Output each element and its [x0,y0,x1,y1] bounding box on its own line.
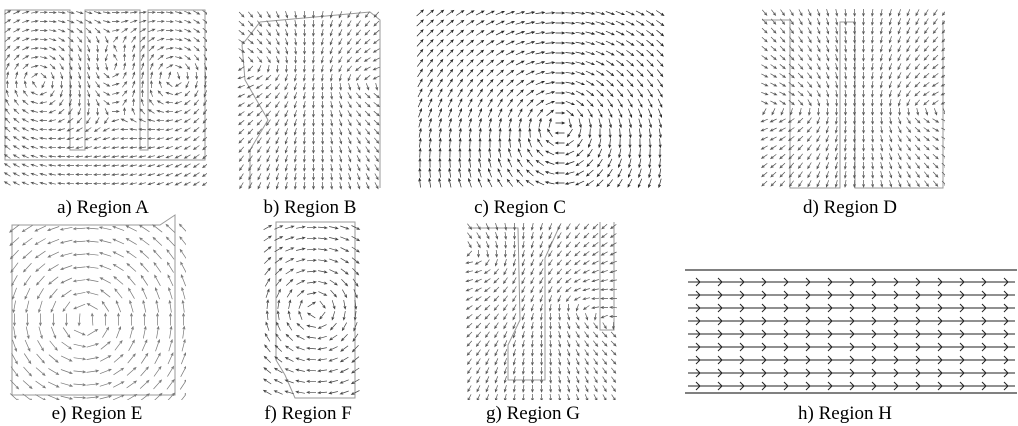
arrows [10,224,188,402]
vector-field [466,223,617,401]
caption: g) Region G [486,403,580,424]
caption: h) Region H [798,403,892,424]
uniform-flow [688,278,1015,390]
caption: c) Region C [474,197,566,218]
arrows [5,11,209,186]
caption: e) Region E [52,403,143,424]
arrows [761,9,948,187]
arrows [466,223,617,401]
vector-field [264,225,360,394]
figure: a) Region A b) Region B c) Region C d) R… [0,0,1018,426]
caption: a) Region A [57,197,149,218]
arrows [264,225,360,394]
caption: b) Region B [264,197,357,218]
arrows [688,278,1015,390]
vector-field [761,9,948,187]
arrows [238,11,380,189]
arrows [417,10,664,188]
vector-field [238,11,380,189]
caption: f) Region F [264,403,352,424]
caption: d) Region D [803,197,897,218]
vector-field [10,224,188,402]
vector-field [5,11,209,186]
vector-field [417,10,664,188]
